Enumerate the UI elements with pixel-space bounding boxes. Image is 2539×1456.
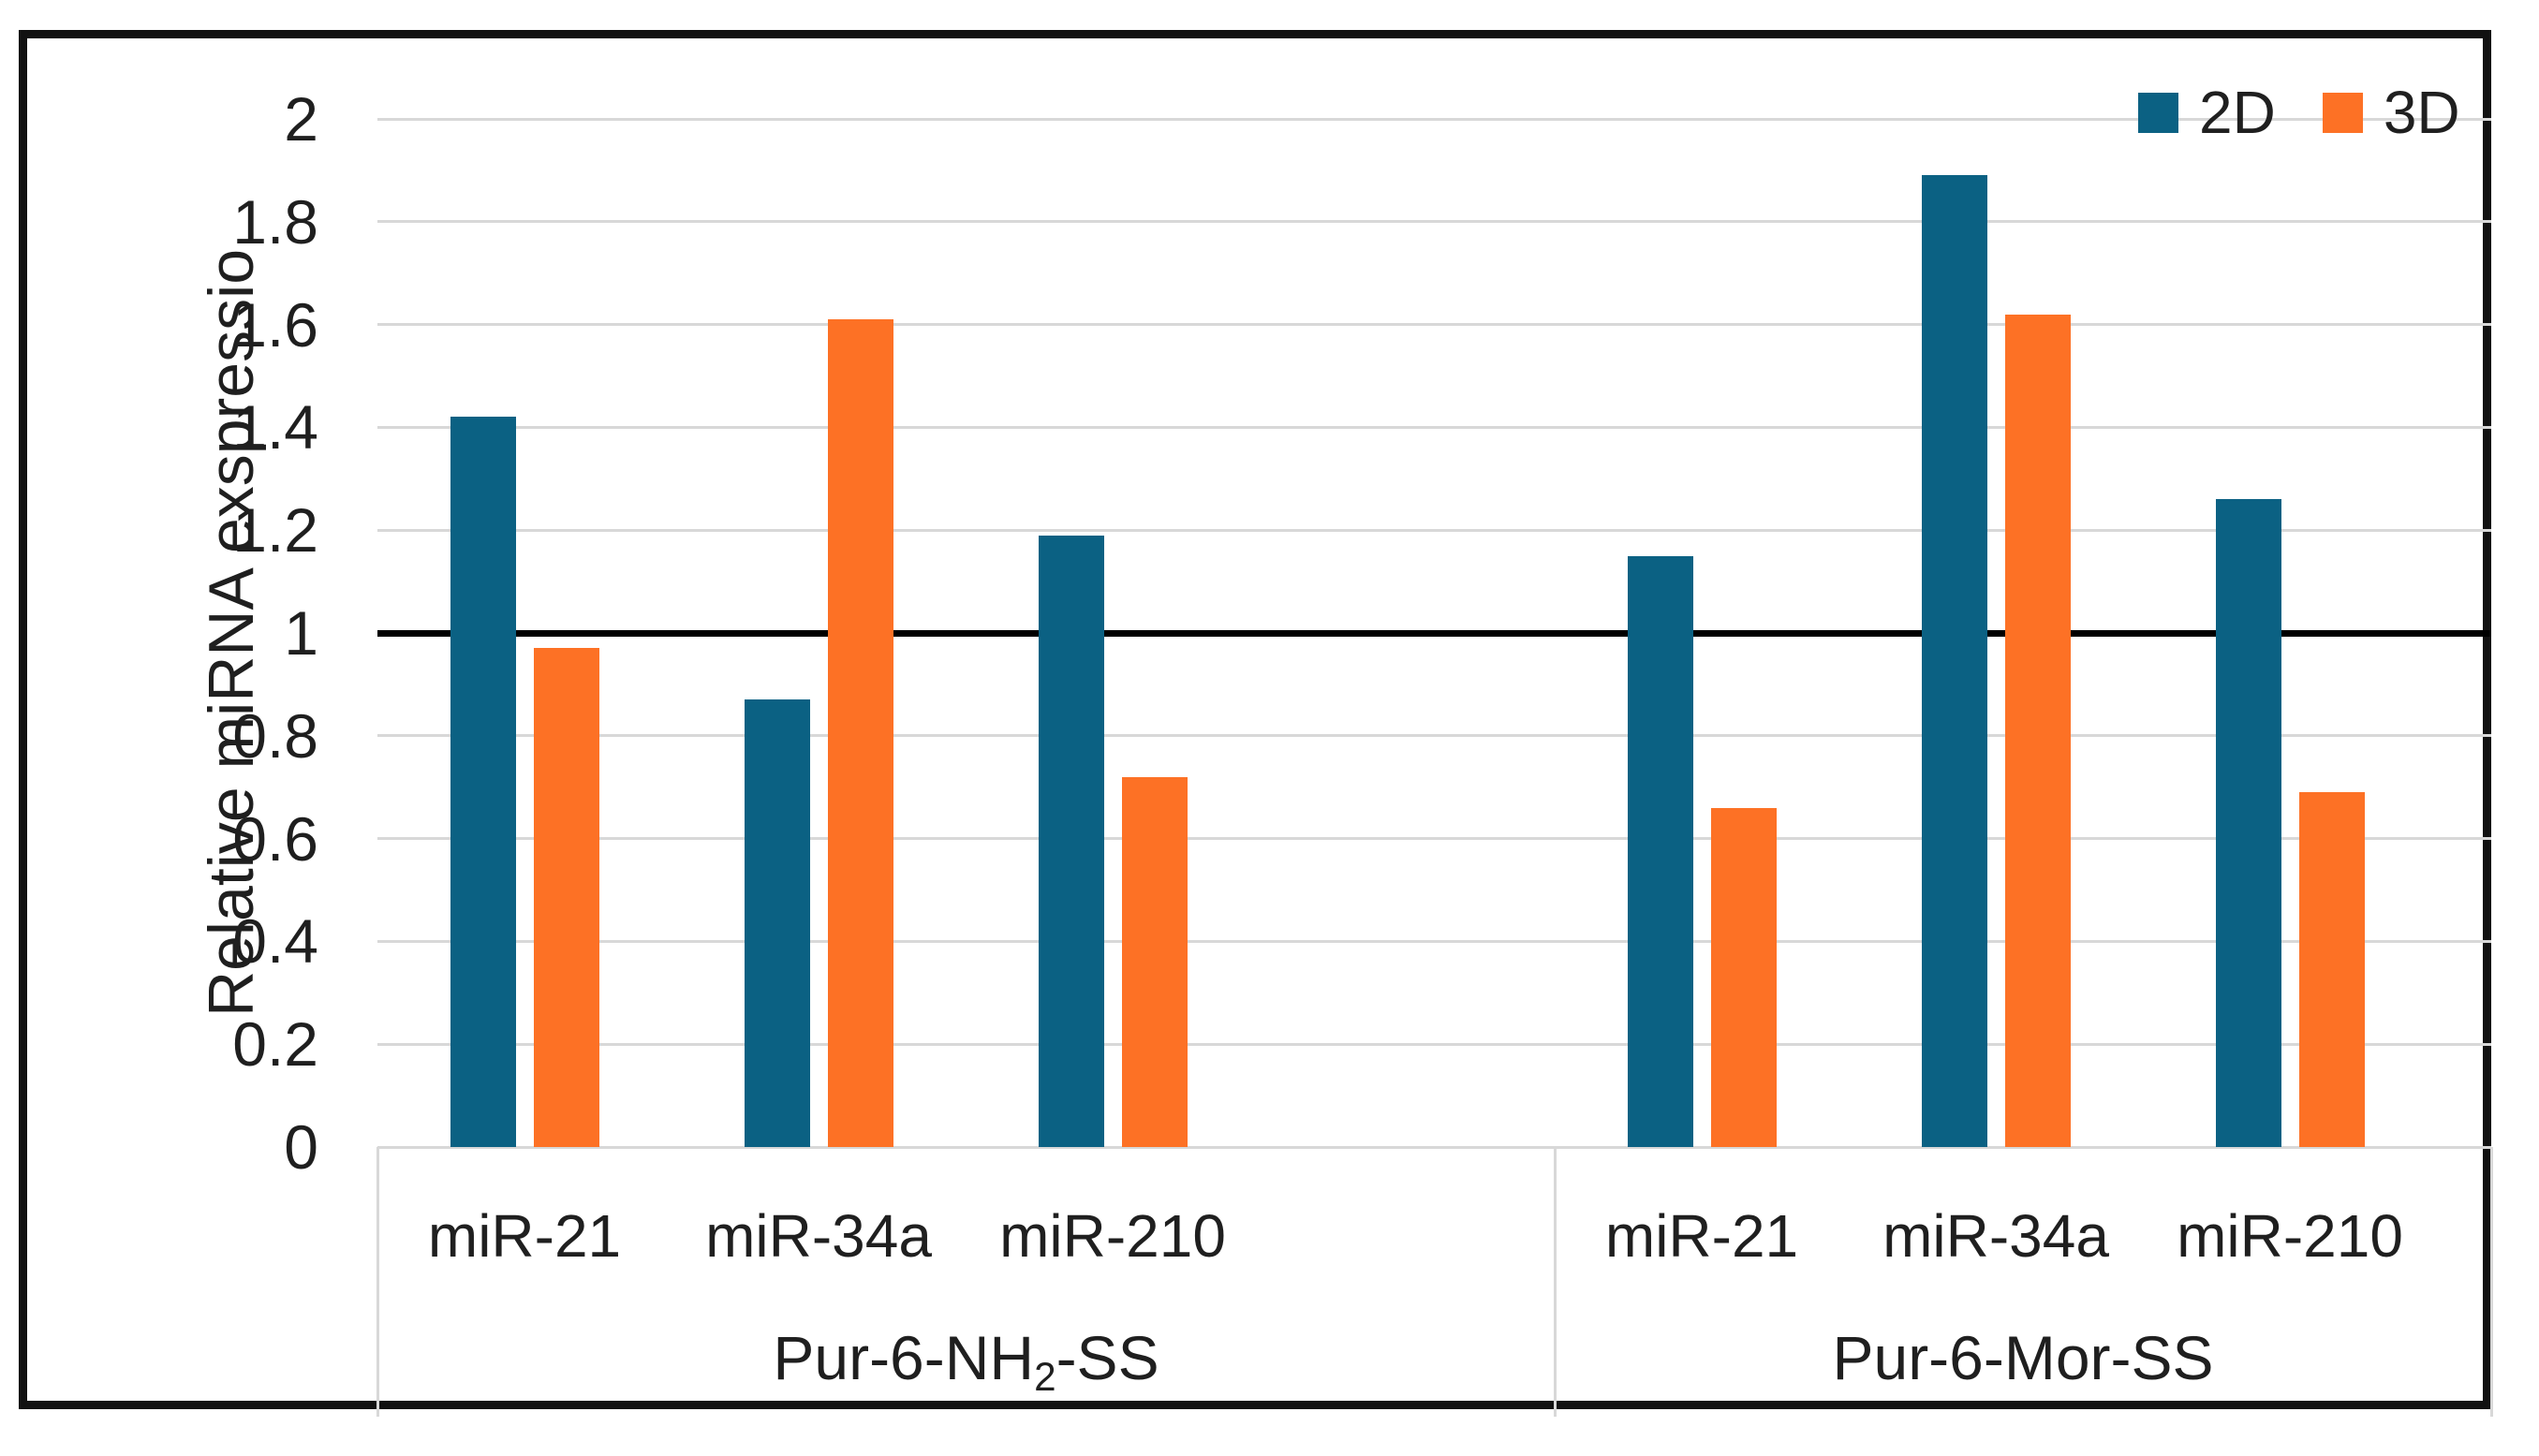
category-label: miR-21 (427, 1202, 622, 1270)
group-separator (2489, 1147, 2493, 1417)
y-tick-label: 1.2 (232, 495, 318, 566)
legend-item-2d: 2D (2138, 82, 2276, 142)
bar-2d-mir-21-group1 (450, 417, 516, 1147)
y-tick-label: 1.8 (232, 186, 318, 257)
bar-3d-mir-210-group2 (2298, 792, 2365, 1147)
group-label-text: Pur-6-NH (773, 1323, 1035, 1392)
bar-2d-mir-210-group2 (2215, 499, 2281, 1147)
bar-2d-mir-34a-group2 (1921, 175, 1987, 1147)
reference-line (377, 629, 2491, 637)
legend-label-2d: 2D (2199, 79, 2276, 146)
y-tick-label: 1.4 (232, 392, 318, 463)
bar-3d-mir-21-group1 (533, 648, 599, 1147)
y-tick-label: 0.2 (232, 1009, 318, 1080)
bar-3d-mir-21-group2 (1710, 807, 1777, 1147)
bar-2d-mir-34a-group1 (744, 699, 810, 1147)
x-axis-line (377, 1145, 2491, 1149)
y-tick-label: 1.6 (232, 289, 318, 360)
category-label: miR-34a (1882, 1202, 2109, 1270)
y-tick-label: 0 (284, 1112, 318, 1182)
group-label-text: Pur-6-Mor-SS (1832, 1323, 2214, 1392)
gridline (377, 734, 2491, 738)
gridline (377, 1042, 2491, 1046)
category-label: miR-210 (2177, 1202, 2403, 1270)
group-label-subscript: 2 (1034, 1354, 1056, 1399)
group-separator (376, 1147, 379, 1417)
gridline (377, 939, 2491, 943)
gridline (377, 837, 2491, 841)
gridline (377, 117, 2491, 121)
gridline (377, 425, 2491, 429)
y-tick-label: 0.6 (232, 803, 318, 874)
group-label: Pur-6-NH2-SS (639, 1313, 1294, 1403)
gridline (377, 220, 2491, 224)
y-tick-label: 0.4 (232, 906, 318, 977)
group-separator (1553, 1147, 1557, 1417)
y-tick-label: 2 (284, 84, 318, 154)
group-label: Pur-6-Mor-SS (1695, 1313, 2351, 1403)
bar-3d-mir-34a-group1 (827, 319, 893, 1147)
bar-3d-mir-34a-group2 (2004, 314, 2071, 1147)
bar-2d-mir-210-group1 (1038, 535, 1104, 1147)
legend-label-3d: 3D (2383, 79, 2460, 146)
category-label: miR-210 (999, 1202, 1226, 1270)
category-label: miR-34a (705, 1202, 932, 1270)
group-label-text: -SS (1055, 1323, 1159, 1392)
chart-frame (19, 30, 2491, 1409)
category-label: miR-21 (1604, 1202, 1799, 1270)
legend-swatch-3d-icon (2322, 92, 2363, 133)
legend: 2D 3D (2138, 82, 2460, 142)
y-tick-label: 1 (284, 598, 318, 668)
gridline (377, 323, 2491, 327)
bar-3d-mir-210-group1 (1121, 776, 1188, 1147)
gridline (377, 528, 2491, 532)
y-tick-label: 0.8 (232, 700, 318, 771)
y-axis-title: Relative miRNA exspressio (196, 248, 267, 1018)
legend-item-3d: 3D (2322, 79, 2460, 146)
legend-swatch-2d-icon (2138, 92, 2178, 133)
bar-2d-mir-21-group2 (1627, 555, 1693, 1147)
